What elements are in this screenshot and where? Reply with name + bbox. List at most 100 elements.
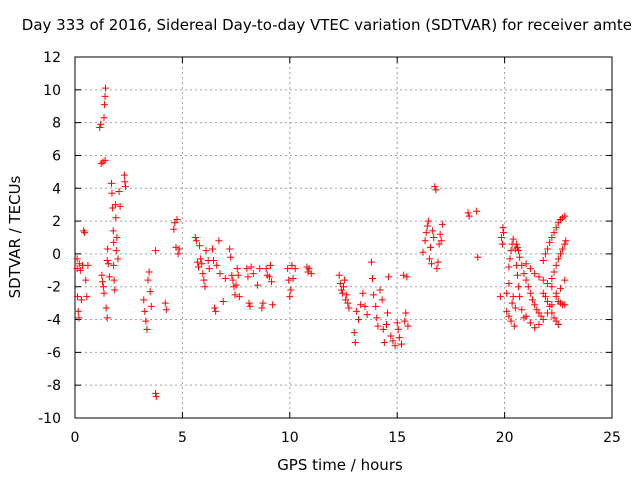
y-tick-label: -2	[47, 280, 61, 296]
data-point	[110, 238, 118, 246]
data-point	[505, 279, 513, 287]
x-tick-label: 15	[388, 430, 406, 446]
data-point	[509, 293, 517, 301]
data-point	[243, 265, 251, 273]
data-point	[120, 171, 128, 179]
data-point	[389, 337, 397, 345]
x-tick-label: 10	[281, 430, 299, 446]
data-point	[201, 283, 209, 291]
y-tick-label: 0	[52, 247, 61, 263]
data-point	[109, 227, 117, 235]
data-point	[108, 189, 116, 197]
data-point	[77, 296, 85, 304]
data-point	[513, 271, 521, 279]
data-point	[378, 296, 386, 304]
data-point	[81, 229, 89, 237]
data-point	[211, 304, 219, 312]
data-point	[113, 234, 121, 241]
data-point	[265, 273, 273, 281]
data-point	[215, 237, 223, 245]
data-point	[97, 160, 105, 168]
data-point	[268, 278, 276, 286]
data-point	[256, 265, 264, 273]
data-point	[419, 248, 427, 256]
data-point	[100, 114, 108, 122]
data-point	[499, 224, 507, 232]
data-point	[350, 329, 358, 337]
data-point	[307, 270, 315, 278]
data-point	[102, 84, 110, 92]
data-point	[112, 214, 120, 222]
data-point	[431, 183, 439, 191]
data-point	[434, 258, 442, 266]
data-point	[518, 261, 526, 269]
data-point	[498, 240, 506, 248]
data-point	[361, 302, 369, 310]
data-point	[205, 265, 213, 273]
data-point	[100, 289, 108, 297]
data-point	[526, 265, 534, 273]
data-point	[73, 265, 81, 273]
data-point	[464, 209, 472, 217]
data-point	[108, 179, 116, 187]
data-point	[80, 227, 88, 235]
data-point	[103, 256, 111, 264]
data-point	[561, 240, 569, 248]
data-point	[162, 306, 170, 314]
data-point	[262, 265, 270, 273]
data-point	[562, 237, 570, 245]
data-point	[246, 302, 254, 310]
data-point	[82, 276, 90, 284]
data-point	[73, 255, 81, 263]
data-point	[518, 306, 526, 314]
data-point	[515, 247, 523, 255]
data-point	[269, 301, 277, 309]
data-point	[141, 307, 149, 315]
data-point	[516, 293, 524, 301]
data-point	[98, 278, 106, 286]
data-point	[208, 245, 216, 253]
data-point	[121, 178, 129, 186]
data-point	[98, 271, 106, 279]
y-tick-label: 2	[52, 214, 61, 230]
data-point	[114, 255, 122, 263]
data-point	[200, 276, 208, 284]
data-point	[343, 291, 351, 299]
data-point	[101, 156, 109, 164]
axis-ticks: 0 5 10 15 20 25 -10 -8 -6 -4 -2 0 2 4 6 8 10 12	[38, 50, 621, 446]
data-point	[172, 243, 180, 251]
data-point	[254, 281, 262, 289]
data-point	[359, 289, 367, 297]
x-tick-label: 20	[496, 430, 514, 446]
data-point	[368, 275, 376, 283]
data-point	[234, 271, 242, 279]
data-point	[432, 186, 440, 194]
data-point	[146, 288, 154, 296]
data-point	[401, 317, 409, 325]
data-point	[370, 291, 378, 299]
data-point	[436, 230, 444, 238]
data-point	[379, 325, 387, 333]
data-point	[96, 124, 104, 132]
y-tick-label: 6	[52, 148, 61, 164]
data-point	[285, 276, 293, 284]
data-point	[550, 268, 558, 276]
data-point	[196, 242, 204, 250]
data-point	[216, 270, 224, 278]
data-point	[556, 284, 564, 292]
data-point	[228, 271, 236, 279]
data-point	[437, 237, 445, 245]
data-point	[544, 245, 552, 253]
data-point	[175, 245, 183, 253]
data-point	[103, 314, 111, 322]
data-point	[288, 261, 296, 269]
y-tick-label: 4	[52, 181, 61, 197]
data-point	[546, 238, 554, 246]
data-point	[512, 240, 520, 248]
data-point	[561, 276, 569, 284]
y-tick-label: 10	[43, 83, 61, 99]
data-point	[552, 261, 560, 269]
data-point	[104, 260, 112, 268]
y-tick-label: -10	[38, 411, 61, 427]
data-point	[351, 339, 359, 347]
